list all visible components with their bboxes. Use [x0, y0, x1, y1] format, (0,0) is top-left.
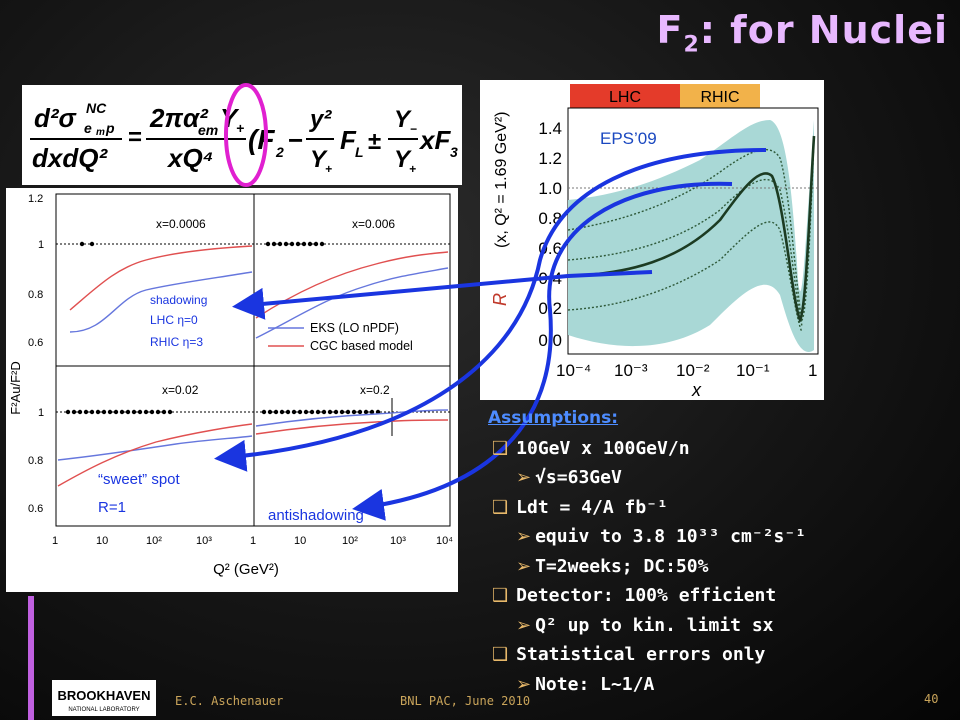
svg-text:2πα²: 2πα²: [149, 103, 209, 133]
legend-eks: EKS (LO nPDF): [310, 321, 399, 335]
page-number: 40: [924, 692, 939, 706]
right-plot-ylabel: R: [490, 293, 510, 306]
svg-text:0.6: 0.6: [28, 503, 43, 515]
svg-text:1: 1: [808, 361, 817, 380]
formula-lhs-denominator: dxdQ²: [32, 143, 108, 173]
eps09-gluon-plot: LHC RHIC EPS’09 1.4 1.2 1.0 0.8 0.6 0.4 …: [480, 80, 824, 400]
legend-cgc: CGC based model: [310, 339, 413, 353]
list-item: ❑ Statistical errors only: [492, 644, 766, 665]
svg-text:NC: NC: [86, 100, 107, 116]
svg-text:1.2: 1.2: [28, 193, 43, 205]
footer-event: BNL PAC, June 2010: [400, 694, 531, 708]
svg-text:0.6: 0.6: [28, 337, 43, 349]
list-item: ➢ √s=63GeV: [516, 467, 622, 488]
svg-text:em: em: [198, 122, 218, 138]
svg-text:(x, Q² = 1.69 GeV²): (x, Q² = 1.69 GeV²): [493, 112, 510, 248]
svg-text:1: 1: [52, 535, 58, 547]
f2-highlight-ellipse: [224, 83, 268, 187]
svg-text:−: −: [410, 122, 417, 136]
svg-text:RHIC η=3: RHIC η=3: [150, 335, 203, 349]
svg-text:1: 1: [38, 239, 44, 251]
arrow-antishadowing: [352, 181, 733, 521]
arrow-shadowing: [232, 270, 653, 320]
svg-text:+: +: [325, 162, 332, 176]
cross-section-formula: d²σ NC e m p dxdQ² = 2πα² em Y + xQ⁴ (F …: [22, 85, 462, 185]
svg-text:0.8: 0.8: [28, 455, 43, 467]
panel-label-4: x=0.2: [360, 383, 390, 397]
svg-text:10³: 10³: [390, 535, 406, 547]
arrow-sweet-spot: [214, 148, 767, 472]
panel-label-3: x=0.02: [162, 383, 199, 397]
svg-text:e: e: [84, 120, 92, 136]
panel-label-2: x=0.006: [352, 217, 395, 231]
list-item: ➢ equiv to 3.8 10³³ cm⁻²s⁻¹: [516, 526, 807, 547]
formula-lhs-numerator: d²σ: [34, 103, 78, 133]
brookhaven-logo: BROOKHAVEN NATIONAL LABORATORY: [52, 680, 156, 716]
assumptions-list: Assumptions: ❑ 10GeV x 100GeV/n ➢ √s=63GeV…: [488, 404, 806, 699]
list-item: ➢ Q² up to kin. limit sx: [516, 614, 774, 636]
svg-text:3: 3: [450, 144, 458, 160]
svg-text:(F: (F: [248, 124, 275, 155]
accent-bar: [28, 596, 34, 720]
right-plot-xlabel: x: [691, 380, 702, 400]
list-item: ❑ 10GeV x 100GeV/n: [492, 437, 690, 459]
svg-text:±: ±: [368, 128, 381, 155]
svg-text:1.2: 1.2: [538, 149, 562, 168]
svg-text:BROOKHAVEN: BROOKHAVEN: [58, 688, 151, 703]
svg-text:L: L: [355, 144, 364, 160]
svg-text:1: 1: [250, 535, 256, 547]
svg-text:0.8: 0.8: [28, 289, 43, 301]
svg-text:10⁻²: 10⁻²: [676, 361, 710, 380]
bar-lhc: LHC: [609, 89, 641, 106]
svg-text:10³: 10³: [196, 535, 212, 547]
svg-text:LHC η=0: LHC η=0: [150, 313, 198, 327]
list-item: ➢ Note: L~1/A: [516, 673, 655, 695]
svg-text:+: +: [409, 162, 416, 176]
svg-text:10⁻⁴: 10⁻⁴: [556, 361, 591, 380]
svg-text:10²: 10²: [342, 535, 358, 547]
svg-text:xQ⁴: xQ⁴: [166, 143, 214, 173]
svg-text:10: 10: [294, 535, 306, 547]
svg-text:F: F: [340, 125, 357, 155]
panel-label-1: x=0.0006: [156, 217, 206, 231]
assumptions-header: Assumptions:: [488, 408, 619, 428]
svg-text:+: +: [236, 120, 244, 136]
svg-text:2: 2: [275, 144, 284, 160]
svg-text:=: =: [128, 124, 142, 151]
eps09-label: EPS’09: [600, 129, 657, 148]
svg-text:1.0: 1.0: [538, 179, 562, 198]
left-plot-xlabel: Q² (GeV²): [213, 561, 279, 578]
left-plot-ylabel: F²Au/F²D: [8, 361, 23, 414]
svg-text:1.4: 1.4: [538, 119, 562, 138]
annot-antishadowing: antishadowing: [268, 507, 364, 524]
svg-text:10⁻¹: 10⁻¹: [736, 361, 770, 380]
svg-text:m: m: [96, 127, 105, 138]
annot-shadowing: shadowing: [150, 293, 207, 307]
list-item: ➢ T=2weeks; DC:50%: [516, 555, 709, 577]
svg-text:R=1: R=1: [98, 499, 126, 516]
svg-text:10⁴: 10⁴: [436, 535, 453, 547]
svg-text:10⁻³: 10⁻³: [614, 361, 648, 380]
svg-text:y²: y²: [309, 106, 332, 133]
list-item: ❑ Detector: 100% efficient: [492, 585, 777, 606]
svg-text:Y: Y: [394, 106, 412, 133]
svg-text:10: 10: [96, 535, 108, 547]
svg-text:1: 1: [38, 407, 44, 419]
footer-author: E.C. Aschenauer: [175, 694, 284, 708]
svg-text:Y: Y: [310, 146, 328, 173]
svg-text:NATIONAL LABORATORY: NATIONAL LABORATORY: [68, 707, 139, 713]
f2-ratio-plot: 1.2 1 0.8 0.6 1 0.8 0.6 1 10 10² 10³ 1 1…: [6, 188, 458, 592]
annot-sweet-spot: “sweet” spot: [98, 471, 181, 488]
bar-rhic: RHIC: [700, 89, 739, 106]
slide-title: F2: for Nuclei: [656, 8, 948, 58]
svg-text:xF: xF: [418, 125, 451, 155]
svg-text:p: p: [105, 120, 115, 136]
svg-text:−: −: [288, 125, 303, 155]
svg-text:Y: Y: [394, 146, 412, 173]
list-item: ❑ Ldt = 4/A fb⁻¹: [492, 496, 668, 518]
svg-text:10²: 10²: [146, 535, 162, 547]
